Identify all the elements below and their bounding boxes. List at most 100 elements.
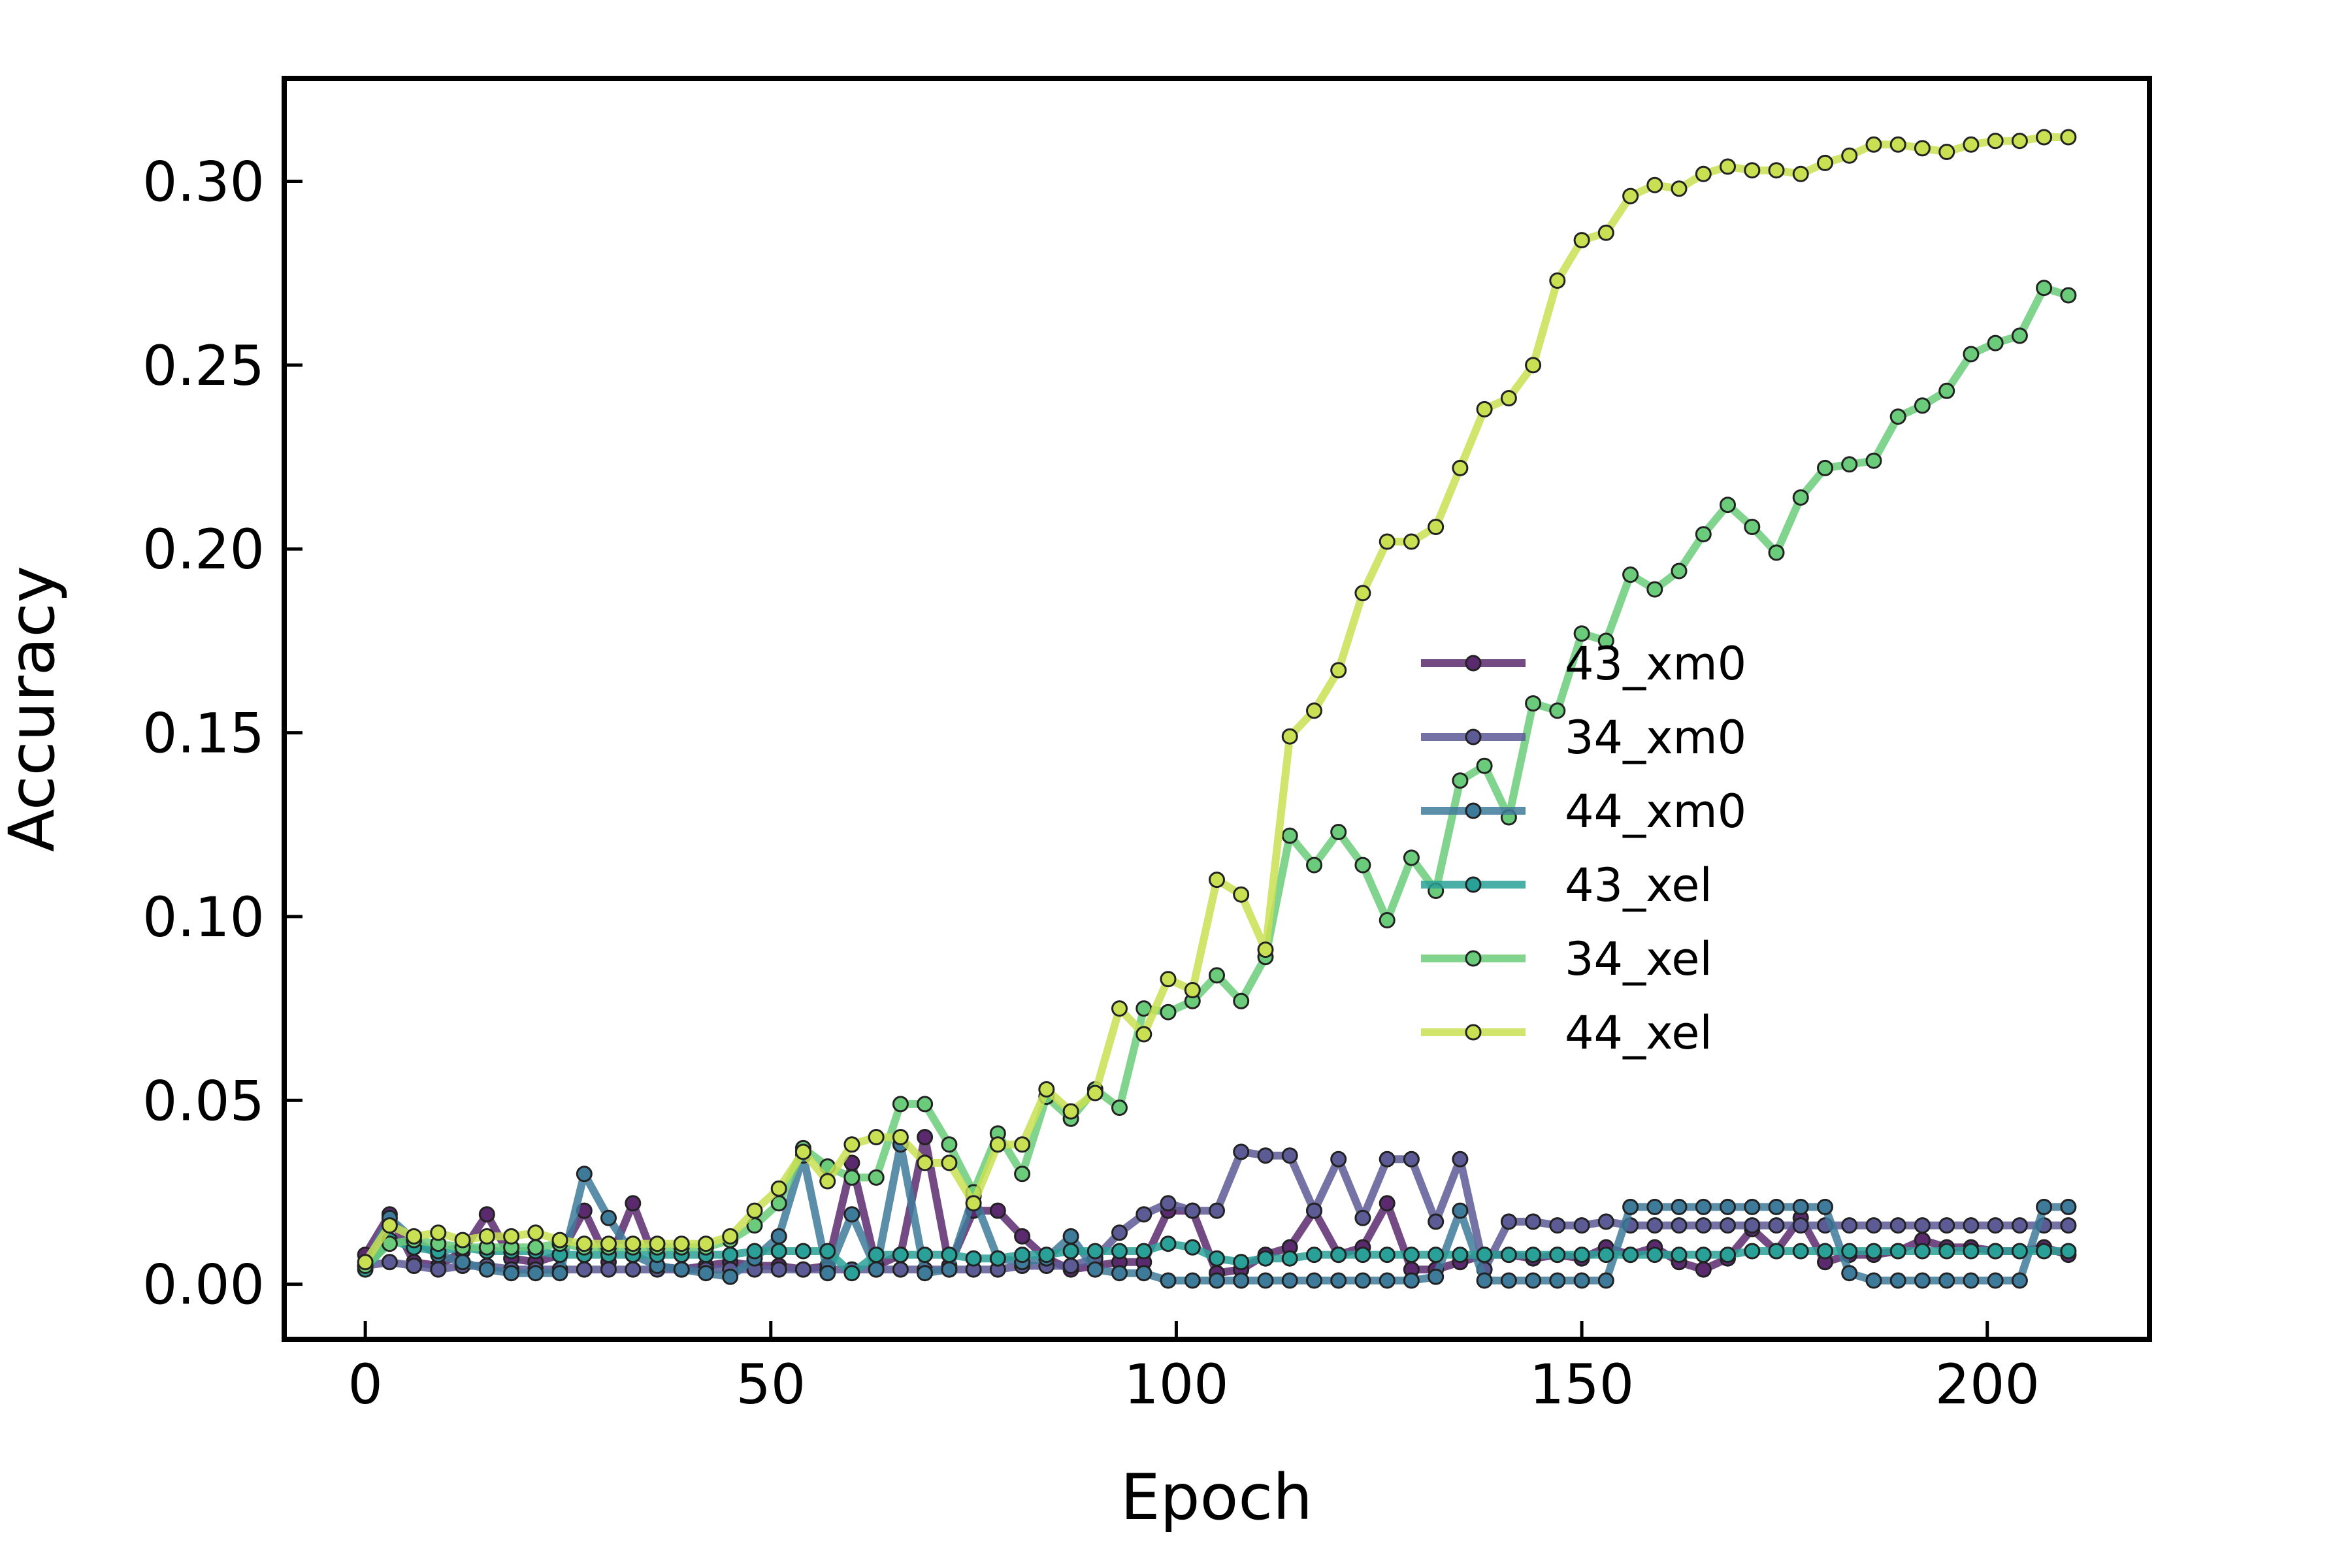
data-point-44_xel xyxy=(1330,662,1347,679)
data-point-34_xel xyxy=(868,1169,885,1186)
data-point-34_xel xyxy=(1817,459,1833,476)
data-point-34_xm0 xyxy=(1403,1151,1420,1168)
data-point-34_xel xyxy=(1646,581,1663,598)
data-point-43_xel xyxy=(1622,1247,1639,1264)
data-point-43_xm0 xyxy=(989,1202,1006,1219)
y-tick-label: 0.20 xyxy=(142,517,265,581)
data-point-43_xel xyxy=(1014,1247,1031,1264)
y-tick-label: 0.10 xyxy=(142,885,265,949)
legend-item-34_xm0: 34_xm0 xyxy=(1421,711,1746,764)
data-point-43_xel xyxy=(1135,1243,1152,1260)
data-point-43_xel xyxy=(1160,1235,1177,1252)
data-point-43_xel xyxy=(917,1247,934,1264)
data-point-34_xel xyxy=(1963,346,1980,363)
data-point-44_xm0 xyxy=(1671,1198,1688,1215)
data-point-44_xm0 xyxy=(551,1265,568,1282)
data-point-44_xm0 xyxy=(1428,1268,1445,1285)
legend-label: 43_xm0 xyxy=(1565,637,1746,691)
data-point-34_xel xyxy=(1330,824,1347,840)
y-tick-label: 0.05 xyxy=(142,1069,265,1133)
data-point-43_xel xyxy=(1086,1243,1103,1260)
data-point-34_xel xyxy=(1889,408,1906,425)
data-point-44_xm0 xyxy=(1963,1272,1980,1289)
data-point-34_xel xyxy=(1549,702,1566,719)
data-point-44_xel xyxy=(1184,982,1201,998)
data-point-44_xel xyxy=(892,1129,909,1145)
data-point-34_xm0 xyxy=(600,1261,617,1278)
data-point-34_xel xyxy=(1914,397,1931,414)
data-point-34_xel xyxy=(1452,772,1469,789)
data-point-44_xel xyxy=(843,1136,860,1153)
data-point-34_xm0 xyxy=(1111,1224,1128,1241)
data-point-44_xm0 xyxy=(1597,1272,1614,1289)
data-point-44_xm0 xyxy=(941,1261,958,1278)
data-point-43_xm0 xyxy=(625,1195,642,1212)
data-point-43_xel xyxy=(1062,1243,1079,1260)
data-point-44_xm0 xyxy=(1160,1272,1177,1289)
data-point-34_xel xyxy=(1233,992,1250,1009)
data-point-34_xm0 xyxy=(1720,1217,1736,1234)
data-point-44_xm0 xyxy=(1257,1272,1274,1289)
data-point-44_xm0 xyxy=(1525,1272,1542,1289)
data-point-43_xel xyxy=(1792,1243,1809,1260)
data-point-43_xm0 xyxy=(1695,1261,1712,1278)
series-44_xel xyxy=(357,129,2077,1271)
data-point-34_xm0 xyxy=(1525,1213,1542,1230)
data-point-44_xel xyxy=(1038,1081,1055,1098)
data-point-44_xm0 xyxy=(503,1265,520,1282)
data-point-44_xm0 xyxy=(1209,1272,1225,1289)
data-point-34_xel xyxy=(1476,757,1493,774)
data-point-34_xel xyxy=(2060,287,2077,304)
data-point-44_xm0 xyxy=(576,1166,593,1183)
data-point-34_xm0 xyxy=(1428,1213,1445,1230)
data-point-43_xel xyxy=(2036,1243,2053,1260)
legend-item-34_xel: 34_xel xyxy=(1421,932,1712,986)
data-point-43_xel xyxy=(1525,1247,1542,1264)
data-point-44_xm0 xyxy=(868,1261,885,1278)
data-point-34_xel xyxy=(1792,489,1809,506)
data-point-34_xm0 xyxy=(1500,1213,1517,1230)
x-tick-label: 50 xyxy=(736,1352,806,1416)
data-point-34_xel xyxy=(1014,1166,1031,1183)
data-point-44_xm0 xyxy=(1354,1272,1371,1289)
data-point-44_xel xyxy=(1014,1136,1031,1153)
data-point-44_xel xyxy=(917,1154,934,1171)
data-point-43_xel xyxy=(1671,1247,1688,1264)
data-point-44_xm0 xyxy=(1841,1265,1858,1282)
data-point-34_xel xyxy=(1841,456,1858,473)
data-point-34_xm0 xyxy=(1841,1217,1858,1234)
data-point-44_xm0 xyxy=(454,1254,471,1271)
data-point-34_xel xyxy=(1306,857,1322,874)
data-point-44_xel xyxy=(1549,272,1566,289)
data-point-43_xel xyxy=(819,1243,836,1260)
data-point-44_xel xyxy=(1695,165,1712,182)
y-tick-label: 0.15 xyxy=(142,702,265,766)
y-tick-label: 0.25 xyxy=(142,334,265,398)
data-point-44_xel xyxy=(1257,941,1274,958)
data-point-34_xm0 xyxy=(1257,1147,1274,1164)
data-point-43_xel xyxy=(1428,1247,1445,1264)
data-point-44_xel xyxy=(1160,971,1177,988)
data-point-43_xm0 xyxy=(1379,1195,1396,1212)
data-point-43_xel xyxy=(1841,1243,1858,1260)
data-point-44_xm0 xyxy=(698,1265,714,1282)
data-point-34_xm0 xyxy=(1062,1258,1079,1274)
data-point-44_xel xyxy=(1646,176,1663,193)
data-point-34_xel xyxy=(1865,452,1882,469)
data-point-44_xel xyxy=(2060,129,2077,146)
data-point-44_xel xyxy=(1111,1000,1128,1017)
data-point-34_xm0 xyxy=(406,1258,423,1274)
data-point-44_xm0 xyxy=(1135,1265,1152,1282)
data-point-44_xm0 xyxy=(917,1265,934,1282)
legend-item-44_xm0: 44_xm0 xyxy=(1421,785,1746,838)
data-point-34_xel xyxy=(2036,280,2053,297)
data-point-34_xm0 xyxy=(1233,1143,1250,1160)
data-point-44_xel xyxy=(357,1254,374,1271)
data-point-43_xel xyxy=(965,1250,982,1267)
data-point-43_xel xyxy=(1038,1247,1055,1264)
data-point-44_xel xyxy=(794,1143,811,1160)
data-point-34_xm0 xyxy=(1354,1209,1371,1226)
data-point-44_xm0 xyxy=(600,1209,617,1226)
data-point-43_xel xyxy=(1330,1247,1347,1264)
data-point-44_xm0 xyxy=(1865,1272,1882,1289)
